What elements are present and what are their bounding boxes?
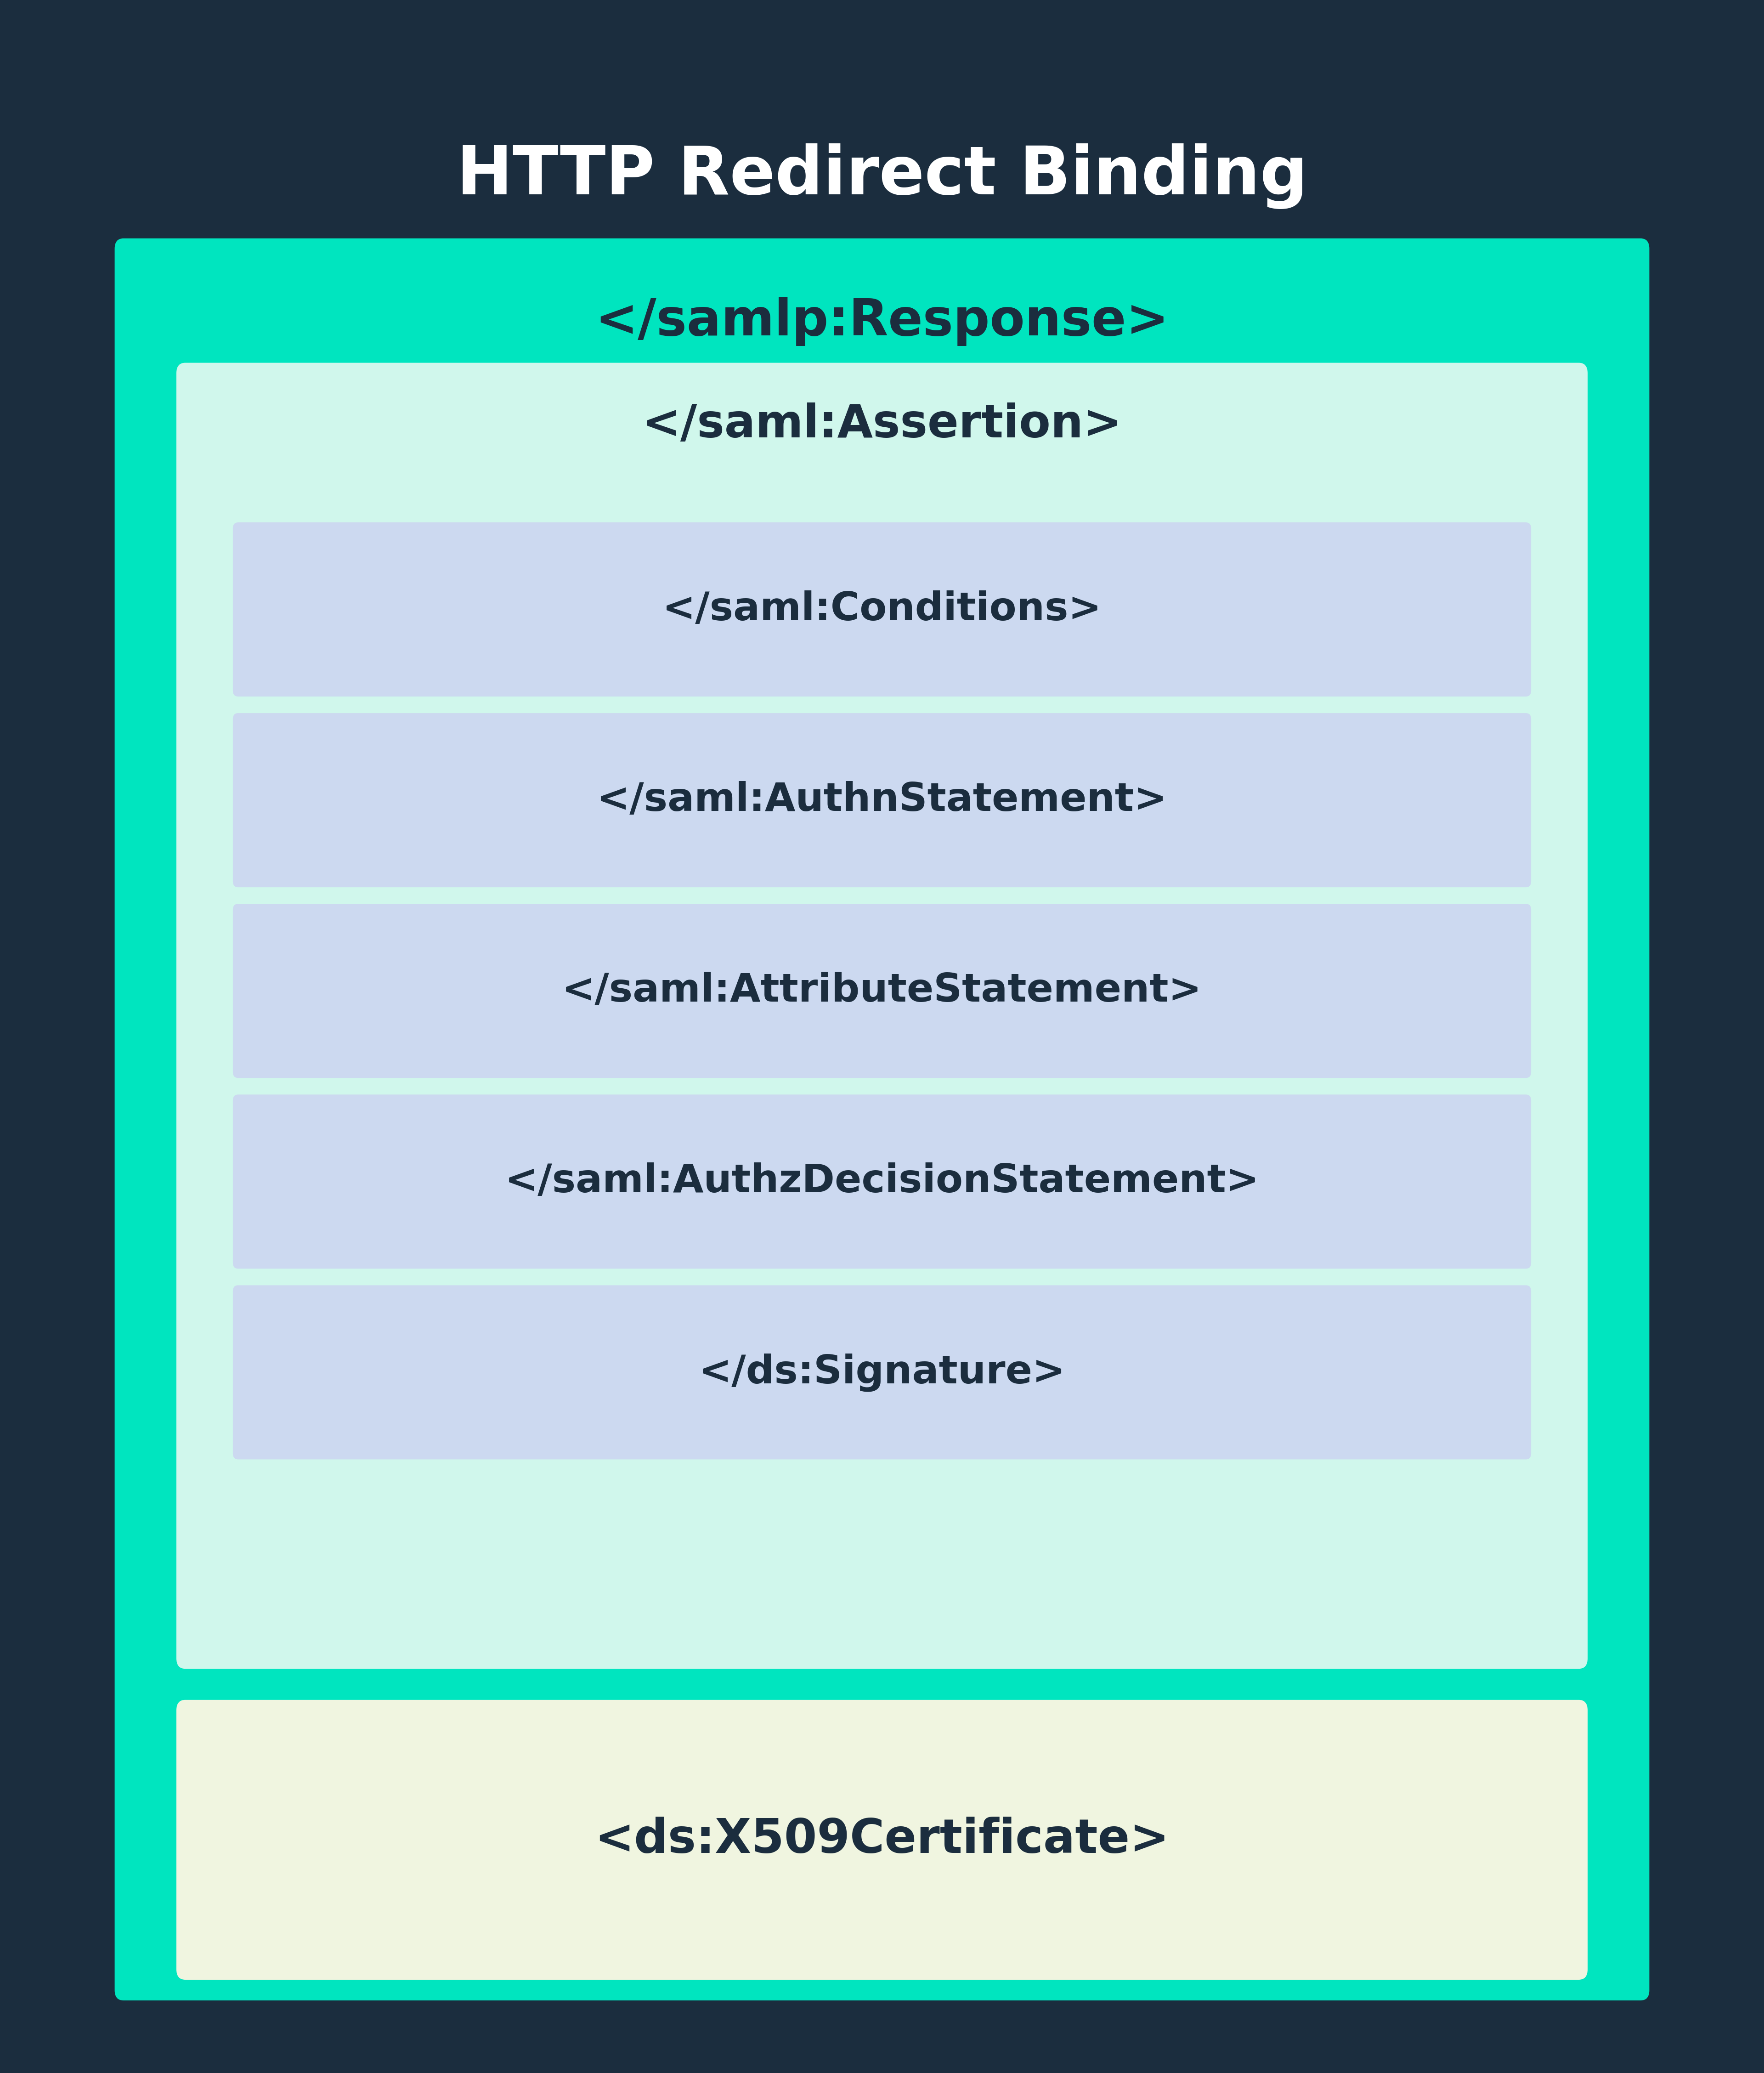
Text: </ds:Signature>: </ds:Signature> xyxy=(699,1354,1065,1391)
Text: </saml:Conditions>: </saml:Conditions> xyxy=(662,591,1102,628)
FancyBboxPatch shape xyxy=(115,238,1649,2000)
Text: </saml:AuthnStatement>: </saml:AuthnStatement> xyxy=(596,782,1168,819)
FancyBboxPatch shape xyxy=(233,713,1531,887)
FancyBboxPatch shape xyxy=(176,1700,1588,1980)
FancyBboxPatch shape xyxy=(176,363,1588,1669)
Text: </saml:AuthzDecisionStatement>: </saml:AuthzDecisionStatement> xyxy=(505,1163,1259,1200)
Text: </saml:Assertion>: </saml:Assertion> xyxy=(642,402,1122,448)
Text: <ds:X509Certificate>: <ds:X509Certificate> xyxy=(594,1816,1170,1864)
Text: </samlp:Response>: </samlp:Response> xyxy=(594,296,1170,346)
FancyBboxPatch shape xyxy=(233,1285,1531,1459)
Text: HTTP Redirect Binding: HTTP Redirect Binding xyxy=(457,143,1307,209)
Text: </saml:AttributeStatement>: </saml:AttributeStatement> xyxy=(563,972,1201,1010)
FancyBboxPatch shape xyxy=(233,522,1531,697)
FancyBboxPatch shape xyxy=(233,904,1531,1078)
FancyBboxPatch shape xyxy=(233,1095,1531,1269)
